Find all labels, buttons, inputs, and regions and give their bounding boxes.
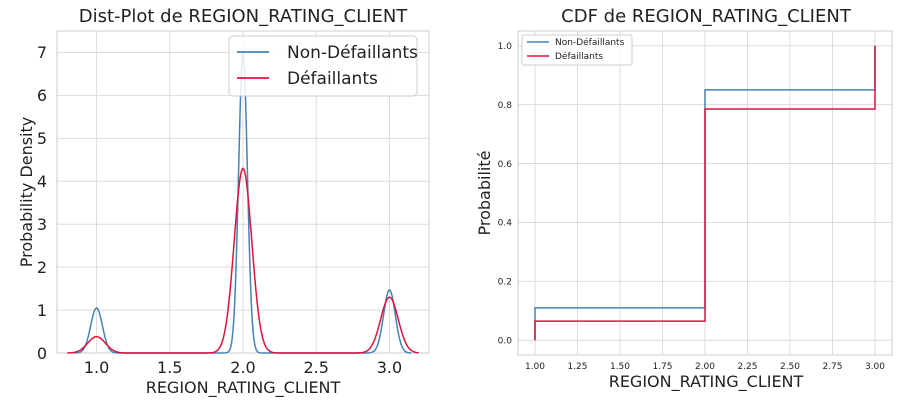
y-tick-label: 5: [37, 129, 47, 148]
dist-plot-x-label: REGION_RATING_CLIENT: [146, 378, 341, 398]
legend-label-non-defaillants: Non-Défaillants: [555, 37, 625, 48]
cdf-series: [534, 45, 876, 341]
dist-plot-y-ticks: 0 1 2 3 4 5 6 7: [37, 43, 47, 363]
dist-plot-frame: [56, 30, 430, 354]
x-tick-label: 2.75: [822, 362, 842, 372]
series-line-defaillants: [534, 45, 876, 341]
y-tick-label: 0.2: [498, 278, 512, 288]
y-tick-label: 0: [37, 344, 47, 363]
x-tick-label: 2.5: [304, 358, 329, 377]
x-tick-label: 1.25: [567, 362, 587, 372]
dist-plot-y-label: Probability Density: [17, 117, 36, 268]
dist-plot-legend-box: [228, 35, 418, 97]
cdf-x-ticks: 1.00 1.25 1.50 1.75 2.00 2.25 2.50 2.75 3.00: [525, 362, 885, 372]
legend-label-defaillants: Défaillants: [287, 69, 378, 89]
x-tick-label: 1.75: [652, 362, 672, 372]
y-tick-label: 2: [37, 258, 47, 277]
x-tick-label: 1.0: [84, 358, 109, 377]
x-tick-label: 3.0: [377, 358, 402, 377]
cdf-x-label: REGION_RATING_CLIENT: [609, 372, 804, 392]
series-line-defaillants: [67, 167, 419, 354]
cdf-y-label: Probabilité: [475, 151, 494, 236]
legend-label-defaillants: Défaillants: [555, 51, 603, 62]
y-tick-label: 0.4: [498, 219, 513, 229]
y-tick-label: 3: [37, 215, 47, 234]
x-tick-label: 1.5: [157, 358, 182, 377]
y-tick-label: 6: [37, 86, 47, 105]
x-tick-label: 1.00: [525, 362, 545, 372]
y-tick-label: 1: [37, 301, 47, 320]
cdf-legend: Non-Défaillants Défaillants: [521, 34, 633, 66]
cdf-frame: [517, 30, 893, 356]
y-tick-label: 7: [37, 43, 47, 62]
legend-label-non-defaillants: Non-Défaillants: [287, 43, 418, 63]
cdf-legend-box: [521, 34, 633, 66]
y-tick-label: 4: [37, 172, 47, 191]
x-tick-label: 2.25: [737, 362, 757, 372]
dist-plot-panel: 1.0 1.5 2.0 2.5 3.0 0 1 2 3 4 5 6 7 Dist-Plot de RE…: [17, 6, 430, 398]
y-tick-label: 0.0: [498, 337, 513, 347]
dist-plot-legend: Non-Défaillants Défaillants: [228, 35, 418, 97]
y-tick-label: 0.6: [498, 160, 513, 170]
x-tick-label: 3.00: [865, 362, 885, 372]
x-tick-label: 2.50: [780, 362, 800, 372]
cdf-y-ticks: 0.0 0.2 0.4 0.6 0.8 1.0: [498, 42, 513, 347]
dist-plot-x-ticks: 1.0 1.5 2.0 2.5 3.0: [84, 358, 402, 377]
cdf-title: CDF de REGION_RATING_CLIENT: [561, 6, 852, 27]
y-tick-label: 1.0: [498, 42, 513, 52]
cdf-panel: 1.00 1.25 1.50 1.75 2.00 2.25 2.50 2.75 3.00 0.0…: [475, 6, 893, 392]
x-tick-label: 2.0: [230, 358, 255, 377]
x-tick-label: 2.00: [695, 362, 715, 372]
dist-plot-title: Dist-Plot de REGION_RATING_CLIENT: [79, 6, 409, 27]
y-tick-label: 0.8: [498, 101, 513, 111]
x-tick-label: 1.50: [610, 362, 630, 372]
